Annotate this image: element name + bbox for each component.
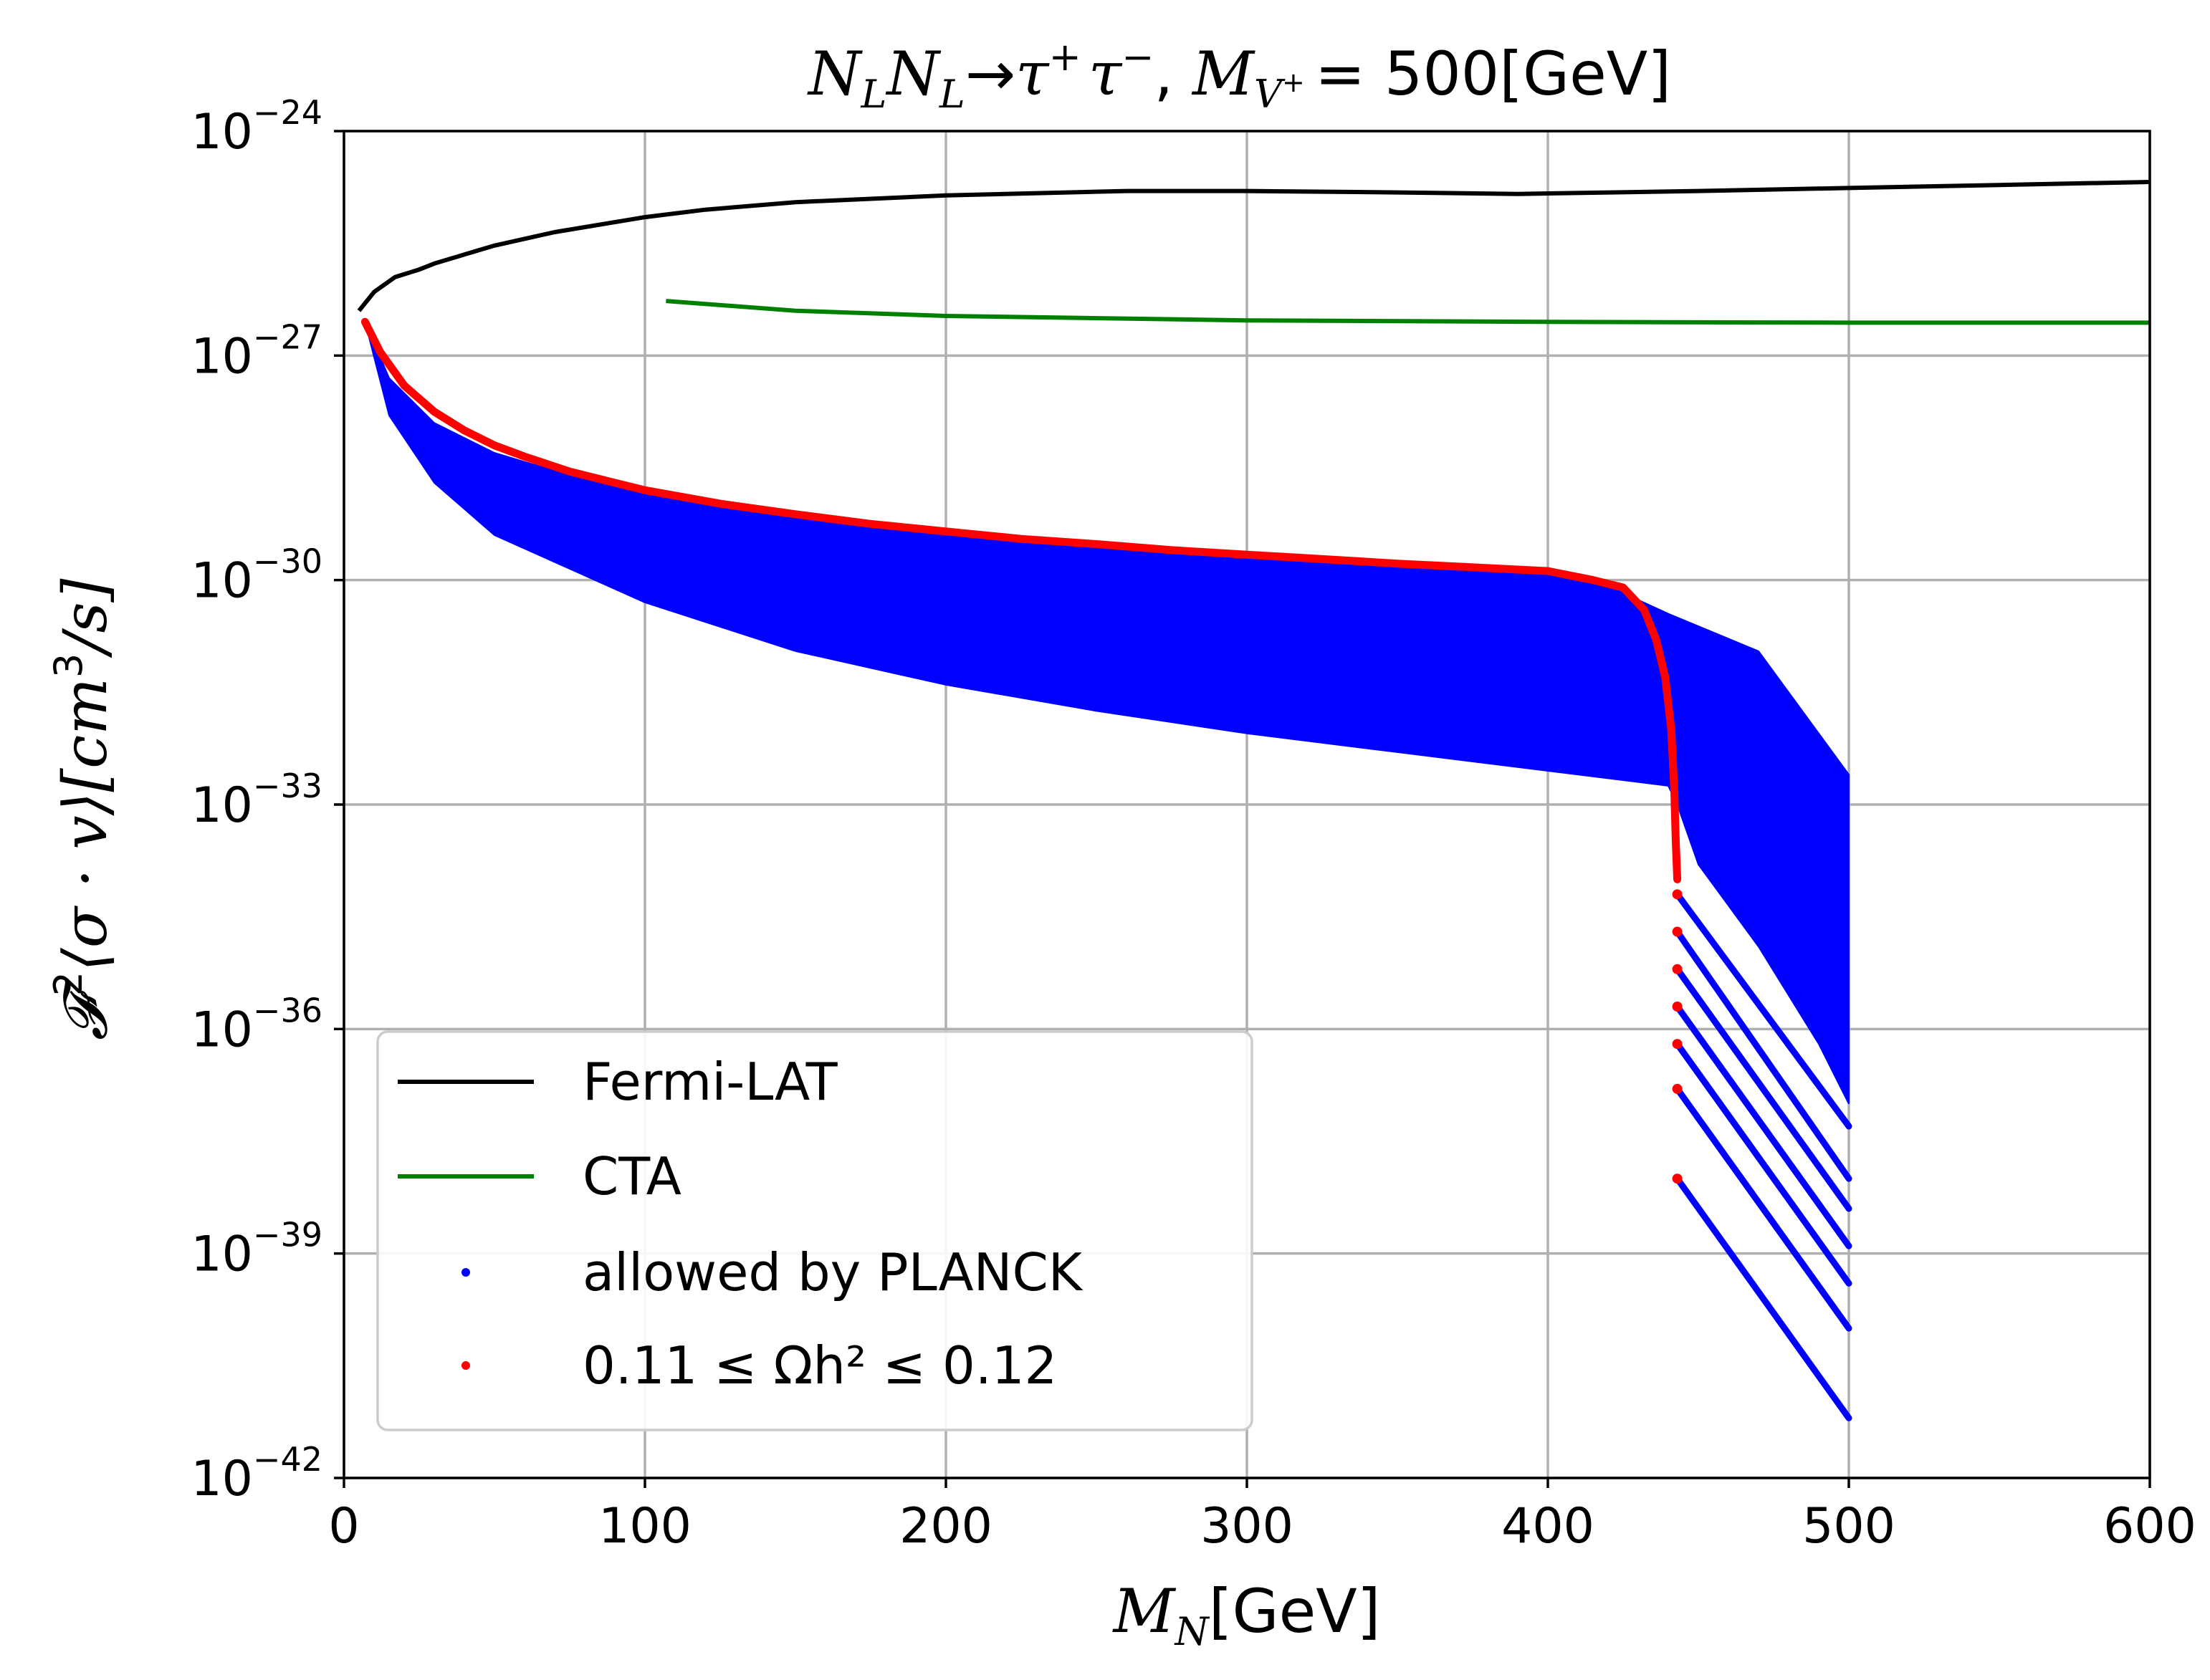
y-axis-label: 𝓕2⟨σ · v⟩[cm3/s] bbox=[46, 578, 120, 1040]
fermi-lat-line bbox=[357, 180, 2151, 312]
legend-label: 0.11 ≤ Ωh² ≤ 0.12 bbox=[583, 1335, 1057, 1396]
y-tick-label: 10−24 bbox=[191, 93, 322, 160]
planck-allowed-branch bbox=[1674, 928, 1852, 1182]
planck-allowed-branch bbox=[1674, 1175, 1852, 1421]
x-tick-label: 300 bbox=[1200, 1498, 1293, 1555]
x-tick-label: 0 bbox=[328, 1498, 359, 1555]
relic-density-point bbox=[1672, 1173, 1683, 1184]
legend-label: CTA bbox=[583, 1146, 681, 1206]
relic-density-point bbox=[1672, 889, 1683, 900]
y-tick-label: 10−42 bbox=[191, 1440, 322, 1507]
cta-line bbox=[666, 299, 2150, 325]
legend: Fermi-LAT CTA allowed by PLANCK 0.11 ≤ Ωh² … bbox=[376, 1030, 1253, 1431]
planck-allowed-branch bbox=[1674, 1085, 1852, 1332]
chart-title: NLNL→τ+ τ−, MV+ = 500[GeV] bbox=[807, 34, 1671, 117]
y-tick-label: 10−27 bbox=[191, 317, 322, 385]
x-tick-label: 500 bbox=[1802, 1498, 1895, 1555]
relic-density-point bbox=[1672, 1083, 1683, 1094]
planck-allowed-branch bbox=[1674, 966, 1852, 1212]
x-tick-label: 400 bbox=[1501, 1498, 1594, 1555]
legend-label: allowed by PLANCK bbox=[583, 1242, 1084, 1302]
ticks: 0 100 200 300 400 500 600 10−42 10−39 10−36 10−33 1… bbox=[191, 93, 2196, 1555]
relic-density-point bbox=[1672, 926, 1683, 937]
planck-allowed-branch bbox=[1674, 1040, 1852, 1287]
legend-marker-swatch bbox=[461, 1361, 470, 1370]
x-tick-label: 600 bbox=[2103, 1498, 2196, 1555]
y-tick-label: 10−30 bbox=[191, 542, 322, 610]
y-tick-label: 10−36 bbox=[191, 991, 322, 1058]
x-tick-label: 100 bbox=[598, 1498, 692, 1555]
y-tick-label: 10−33 bbox=[191, 767, 322, 834]
relic-density-points bbox=[360, 317, 1682, 883]
relic-density-point bbox=[1672, 964, 1683, 974]
legend-marker-swatch bbox=[461, 1268, 470, 1277]
relic-density-point bbox=[1672, 1039, 1683, 1050]
relic-density-point bbox=[1672, 1002, 1683, 1012]
y-tick-label: 10−39 bbox=[191, 1216, 322, 1283]
planck-allowed-branch bbox=[1674, 891, 1852, 1130]
legend-label: Fermi-LAT bbox=[583, 1052, 838, 1112]
data-layer bbox=[357, 180, 2151, 1421]
planck-allowed-branch bbox=[1674, 1003, 1852, 1249]
x-tick-label: 200 bbox=[899, 1498, 992, 1555]
x-axis-label: MN[GeV] bbox=[1111, 1576, 1380, 1654]
legend-box bbox=[376, 1030, 1253, 1431]
